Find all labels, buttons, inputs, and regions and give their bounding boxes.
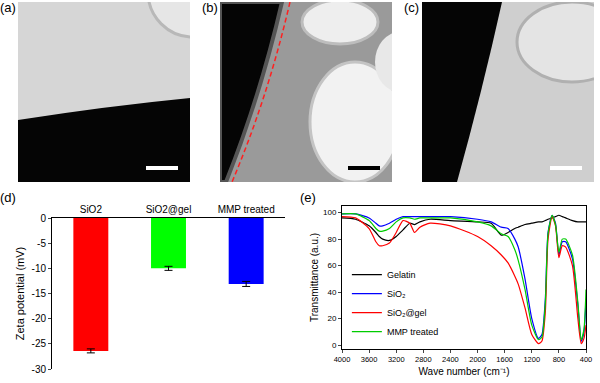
html-text:(b): (b) [202, 0, 218, 15]
html-text:(e): (e) [300, 190, 316, 205]
svg-text:Gelatin: Gelatin [387, 270, 416, 280]
svg-text:Transmittance (a.u.): Transmittance (a.u.) [309, 233, 320, 322]
svg-text:MMP treated: MMP treated [218, 204, 275, 215]
html-text:(c): (c) [404, 0, 420, 15]
svg-text:2800: 2800 [415, 355, 432, 364]
svg-text:-15: -15 [32, 288, 47, 299]
svg-text:3600: 3600 [361, 355, 378, 364]
svg-text:Zeta potential (mV): Zeta potential (mV) [14, 247, 26, 341]
svg-text:40: 40 [327, 288, 336, 297]
svg-text:-30: -30 [32, 364, 47, 375]
svg-text:SiO₂: SiO₂ [387, 289, 406, 299]
svg-text:SiO2: SiO2 [80, 204, 103, 215]
html-text:(d): (d) [0, 190, 16, 205]
svg-text:3200: 3200 [388, 355, 405, 364]
svg-text:2400: 2400 [442, 355, 459, 364]
svg-text:-20: -20 [32, 313, 47, 324]
svg-text:800: 800 [553, 355, 566, 364]
svg-text:4000: 4000 [334, 355, 351, 364]
svg-text:-25: -25 [32, 338, 47, 349]
svg-text:MMP treated: MMP treated [387, 327, 438, 337]
svg-text:1200: 1200 [523, 355, 540, 364]
svg-text:SiO2@gel: SiO2@gel [146, 204, 192, 215]
svg-text:400: 400 [580, 355, 593, 364]
svg-text:1600: 1600 [496, 355, 513, 364]
svg-text:100: 100 [323, 208, 337, 217]
html-text:(a): (a) [0, 0, 16, 15]
svg-text:SiO₂@gel: SiO₂@gel [387, 308, 427, 318]
svg-text:-5: -5 [37, 238, 46, 249]
svg-text:0: 0 [332, 341, 337, 350]
svg-text:2000: 2000 [469, 355, 486, 364]
svg-text:Wave number (cm⁻¹): Wave number (cm⁻¹) [419, 366, 510, 377]
svg-text:20: 20 [327, 314, 336, 323]
svg-text:0: 0 [40, 213, 46, 224]
svg-text:80: 80 [327, 235, 336, 244]
svg-text:-10: -10 [32, 263, 47, 274]
svg-text:60: 60 [327, 261, 336, 270]
